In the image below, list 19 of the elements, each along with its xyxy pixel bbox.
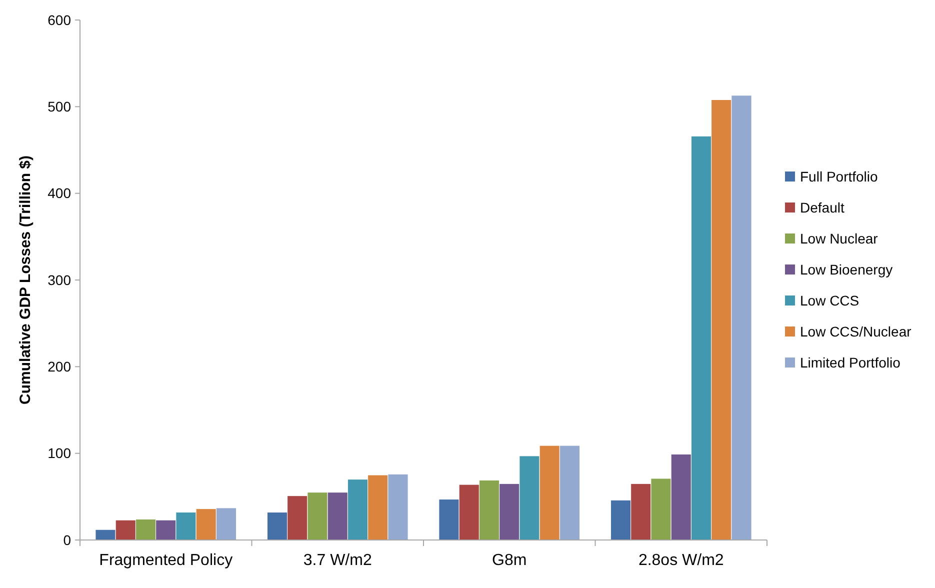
y-tick-label: 200 — [48, 358, 72, 375]
legend-label: Default — [800, 200, 844, 216]
y-tick-label: 300 — [48, 272, 72, 288]
legend-label: Low CCS/Nuclear — [800, 324, 912, 340]
legend-label: Low Bioenergy — [800, 262, 893, 278]
y-tick-label: 400 — [48, 185, 72, 202]
legend-label: Full Portfolio — [800, 168, 878, 184]
legend-label: Limited Portfolio — [800, 354, 901, 370]
y-tick-label: 500 — [48, 98, 72, 115]
x-tick-label: G8m — [492, 552, 527, 569]
x-tick-label: 2.8os W/m2 — [638, 552, 724, 569]
y-tick-label: 0 — [63, 532, 72, 548]
legend-label: Low CCS — [800, 292, 860, 308]
y-tick-label: 600 — [48, 12, 72, 28]
x-tick-label: 3.7 W/m2 — [303, 552, 372, 569]
y-tick-label: 100 — [48, 445, 72, 462]
y-axis-title: Cumulative GDP Losses (Trillion $) — [17, 156, 34, 404]
legend-label: Low Nuclear — [800, 230, 878, 246]
x-tick-label: Fragmented Policy — [99, 552, 233, 569]
